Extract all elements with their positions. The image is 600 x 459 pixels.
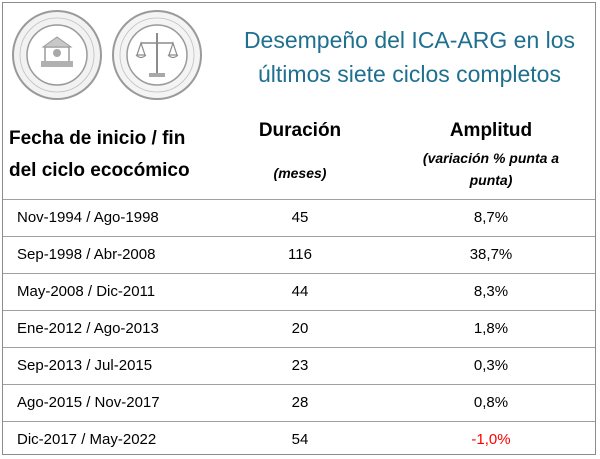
- cell-amplitude: 8,7%: [473, 209, 509, 226]
- table-row: Ago-2015 / Nov-2017 28 0,8%: [3, 384, 595, 421]
- cell-duration: 45: [291, 209, 309, 226]
- header-amplitude-unit-line1: (variación % punta a: [422, 150, 560, 166]
- page-title-line2: últimos siete ciclos completos: [258, 61, 561, 87]
- cell-duration: 44: [291, 283, 309, 300]
- header-duration-unit: (meses): [273, 165, 327, 181]
- cell-duration: 116: [288, 246, 312, 263]
- table-row: Nov-1994 / Ago-1998 45 8,7%: [3, 199, 595, 236]
- table-row: Dic-2017 / May-2022 54 -1,0%: [3, 421, 595, 454]
- page-title: Desempeño del ICA-ARG en los últimos sie…: [237, 23, 582, 91]
- cell-amplitude: 38,7%: [469, 246, 513, 263]
- header-amplitude-unit-line2: punta): [469, 172, 513, 188]
- table-row: May-2008 / Dic-2011 44 8,3%: [3, 273, 595, 310]
- cell-period: May-2008 / Dic-2011: [17, 283, 156, 300]
- table-row: Sep-2013 / Jul-2015 23 0,3%: [3, 347, 595, 384]
- header-period-line1: Fecha de inicio / fin: [9, 128, 186, 149]
- table-row: Sep-1998 / Abr-2008 116 38,7%: [3, 236, 595, 273]
- cell-amplitude: 0,3%: [473, 357, 509, 374]
- cell-period: Dic-2017 / May-2022: [17, 431, 157, 448]
- cell-amplitude: 0,8%: [473, 394, 509, 411]
- header-duration-label: Duración: [258, 120, 342, 141]
- cell-period: Sep-1998 / Abr-2008: [17, 246, 156, 263]
- cell-amplitude: 1,8%: [473, 320, 509, 337]
- cell-duration: 20: [291, 320, 309, 337]
- cell-duration: 54: [291, 431, 309, 448]
- cell-duration: 28: [291, 394, 309, 411]
- table-body: Nov-1994 / Ago-1998 45 8,7% Sep-1998 / A…: [3, 199, 595, 454]
- header-duration: Duración (meses): [235, 117, 365, 187]
- bolsa-de-comercio-de-rosario-seal-icon: [112, 10, 202, 100]
- cell-amplitude: 8,3%: [473, 283, 509, 300]
- header-amplitude-label: Amplitud: [449, 120, 533, 141]
- cell-period: Ago-2015 / Nov-2017: [17, 394, 160, 411]
- header-period-line2: del ciclo ecocómico: [9, 160, 190, 181]
- document-frame: Desempeño del ICA-ARG en los últimos sie…: [2, 2, 596, 455]
- table-header: Fecha de inicio / fin del ciclo ecocómic…: [3, 115, 595, 201]
- cell-period: Ene-2012 / Ago-2013: [17, 320, 159, 337]
- table-row: Ene-2012 / Ago-2013 20 1,8%: [3, 310, 595, 347]
- cell-amplitude-negative: -1,0%: [471, 431, 511, 448]
- cell-duration: 23: [291, 357, 309, 374]
- header-period: Fecha de inicio / fin del ciclo ecocómic…: [9, 123, 219, 187]
- cell-period: Nov-1994 / Ago-1998: [17, 209, 159, 226]
- cell-period: Sep-2013 / Jul-2015: [17, 357, 153, 374]
- bolsa-de-comercio-de-santa-fe-seal-icon: [12, 10, 102, 100]
- header-amplitude: Amplitud (variación % punta a punta): [387, 117, 595, 191]
- page-title-line1: Desempeño del ICA-ARG en los: [243, 27, 576, 53]
